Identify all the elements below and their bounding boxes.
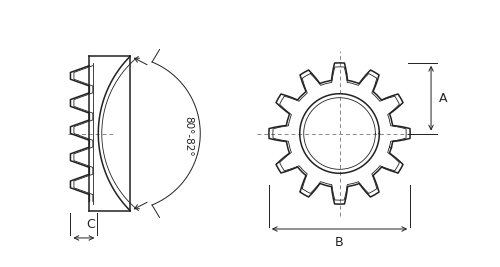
Text: C: C	[86, 218, 95, 231]
Text: A: A	[438, 92, 447, 105]
Text: 80°-82°: 80°-82°	[184, 116, 194, 156]
Text: B: B	[335, 237, 344, 249]
